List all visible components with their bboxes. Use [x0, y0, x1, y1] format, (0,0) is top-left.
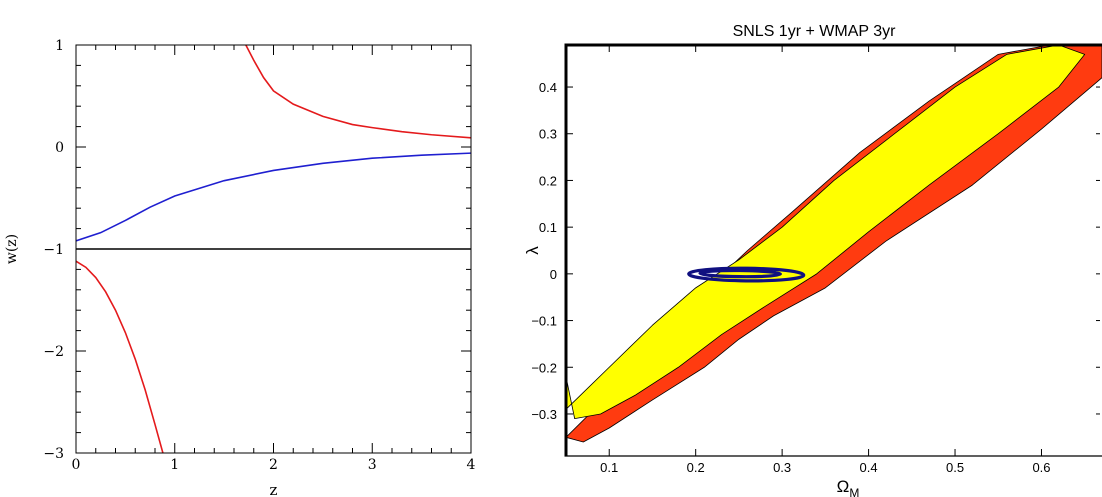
x-tick-label: 2 [269, 457, 278, 473]
plot-frame [564, 43, 1102, 457]
y-tick-label: −0.2 [531, 360, 557, 375]
x-tick-label: 0.1 [600, 460, 618, 475]
x-tick-label: 0.6 [1032, 460, 1050, 475]
x-tick-label: 1 [170, 457, 179, 473]
chart-title: SNLS 1yr + WMAP 3yr [733, 23, 897, 40]
x-tick-label: 0.4 [860, 460, 878, 475]
y-tick-label: 0.3 [539, 127, 557, 142]
x-tick-label: 0.2 [687, 460, 705, 475]
y-tick-label: 0 [55, 140, 64, 156]
x-axis-label: ΩM [837, 477, 860, 497]
y-axis-label: w(z) [4, 234, 20, 264]
y-tick-label: −0.1 [531, 314, 557, 329]
wmap-ellipse-2 [687, 266, 806, 283]
y-tick-label: −0.3 [531, 407, 557, 422]
right-chart: 0.1 0.2 0.3 0.4 0.5 0.6 −0.3 −0.2 −0.1 0 0.1 0.2 0.3… [523, 23, 1102, 497]
contour-region-1 [566, 45, 1086, 420]
series-line-1 [76, 152, 471, 242]
curves [76, 45, 471, 453]
wmap-ellipse-3 [698, 268, 782, 279]
y-tick-label: 1 [55, 38, 64, 54]
contours [566, 45, 1102, 443]
left-chart: 0 1 2 3 4 −3 −2 −1 0 1 z w(z) [4, 38, 476, 497]
x-axis-label: z [270, 481, 278, 497]
x-tick-label: 0.5 [946, 460, 964, 475]
y-axis-label: λ [523, 246, 542, 255]
y-tick-label: 0.1 [539, 220, 557, 235]
x-tick-label: 3 [368, 457, 377, 473]
x-tick-label: 0.3 [773, 460, 791, 475]
series-line-0 [245, 45, 471, 139]
x-tick-label: 0 [72, 457, 81, 473]
y-tick-label: −2 [43, 344, 64, 360]
tick-marks [75, 44, 472, 454]
y-tick-label: −3 [43, 446, 64, 462]
x-tick-label: 4 [467, 457, 476, 473]
y-tick-label: 0.4 [539, 80, 557, 95]
tick-marks [566, 45, 1100, 456]
y-tick-label: −1 [43, 242, 64, 258]
series-line-3 [76, 260, 164, 453]
y-tick-label: 0 [550, 267, 557, 282]
y-tick-label: 0.2 [539, 173, 557, 188]
